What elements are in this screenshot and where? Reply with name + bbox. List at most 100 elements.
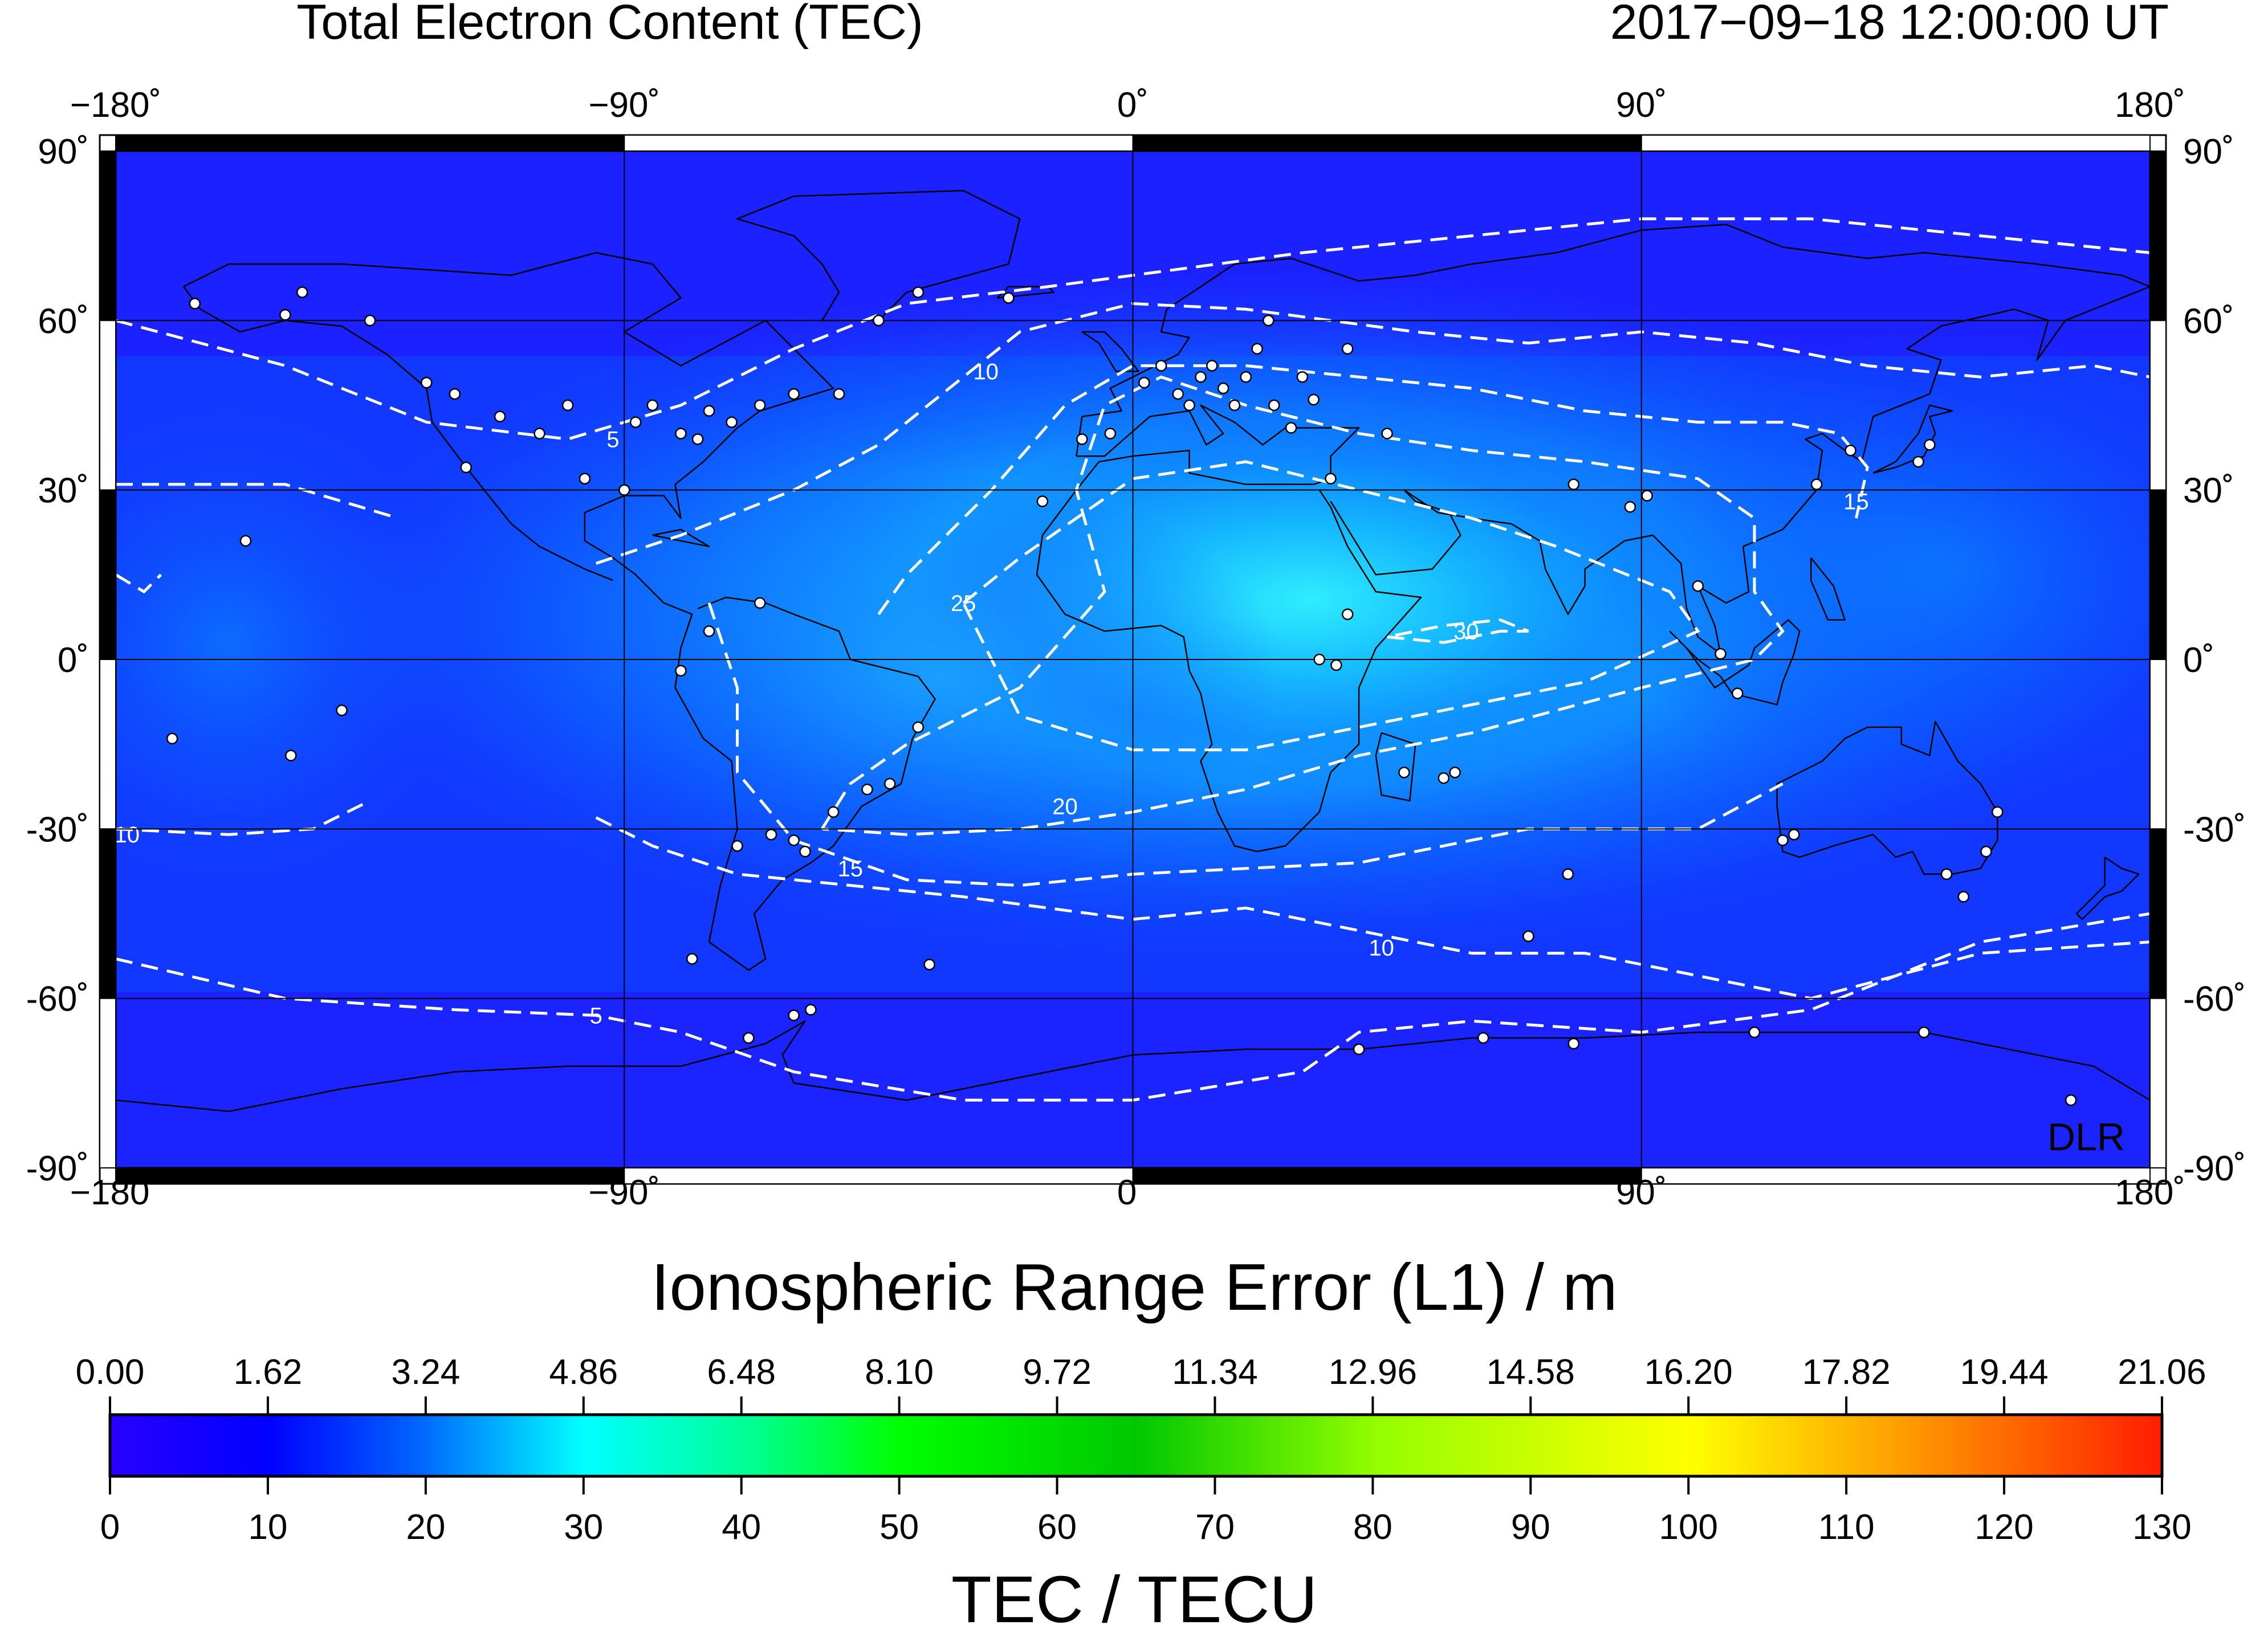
lat-tick-label-left: -60˚	[26, 980, 89, 1019]
frame-segment-left	[99, 320, 116, 491]
station-point	[726, 416, 738, 428]
tec-map: 5 5 10 10 10 15 15 20 25 30 DLR	[116, 151, 2150, 1168]
station-point	[1477, 1032, 1489, 1044]
station-point	[1263, 315, 1275, 327]
station-point	[1624, 501, 1636, 513]
map-frame	[99, 134, 2167, 1185]
station-point	[1308, 393, 1320, 406]
station-point	[912, 721, 925, 734]
station-point	[618, 484, 630, 496]
station-point	[1268, 399, 1280, 412]
colorbar-top-label: 19.44	[1960, 1353, 2048, 1392]
station-point	[1313, 653, 1325, 666]
station-point	[827, 806, 840, 818]
station-point	[1285, 422, 1297, 434]
lat-tick-label-left: 60˚	[38, 302, 89, 341]
station-point	[1036, 495, 1049, 507]
contour-label: 5	[606, 427, 619, 453]
dlr-watermark: DLR	[2047, 1115, 2125, 1159]
colorbar-top-label: 8.10	[865, 1353, 934, 1392]
colorbar-ticks	[109, 1396, 2163, 1494]
colorbar-top-label: 21.06	[2118, 1353, 2206, 1392]
frame-segment-left	[99, 489, 116, 661]
station-point	[1104, 427, 1117, 439]
station-point	[1438, 772, 1450, 784]
lon-tick-label-bottom: 180˚	[2115, 1173, 2185, 1212]
lon-tick-label-top: 0˚	[1117, 85, 1149, 125]
station-point	[189, 298, 201, 309]
station-point	[788, 1009, 800, 1021]
station-point	[239, 535, 252, 547]
colorbar-title-range-error: Ionospheric Range Error (L1) / m	[651, 1250, 1618, 1324]
station-point	[1206, 360, 1218, 372]
frame-segment-right	[2149, 320, 2167, 491]
station-point	[336, 704, 348, 716]
frame-segment-left	[99, 997, 116, 1168]
station-point	[1076, 433, 1088, 445]
lat-tick-label-right: -90˚	[2183, 1149, 2246, 1188]
station-point	[1567, 478, 1580, 491]
colorbar-bottom-label: 110	[1818, 1508, 1875, 1547]
colorbar-bottom-label: 90	[1511, 1508, 1550, 1547]
station-point	[1155, 360, 1167, 372]
station-point	[1449, 766, 1461, 779]
contour-line	[116, 573, 162, 594]
lat-tick-label-left: 0˚	[58, 641, 89, 680]
figure-title: Total Electron Content (TEC)	[296, 0, 923, 50]
station-point	[1381, 427, 1393, 439]
station-point	[1924, 439, 1936, 451]
station-point	[1715, 647, 1727, 660]
station-point	[1172, 388, 1184, 400]
frame-segment-bottom	[1640, 1167, 2151, 1184]
station-point	[788, 388, 800, 400]
contour-line	[116, 483, 399, 520]
lon-tick-label-bottom: −90˚	[588, 1173, 660, 1212]
station-point	[1980, 845, 1992, 858]
station-point	[675, 427, 687, 439]
colorbar-bottom-label: 120	[1974, 1508, 2033, 1547]
station-point	[754, 399, 766, 412]
contour-label: 15	[1843, 490, 1869, 515]
lat-tick-label-right: 30˚	[2183, 471, 2234, 511]
frame-segment-bottom	[1132, 1167, 1642, 1184]
colorbar-bottom-tick-labels: 0 10 20 30 40 50 60 70 80 90 100 110 120 130	[100, 1508, 2192, 1547]
station-point	[1777, 834, 1789, 846]
station-point	[1844, 445, 1856, 457]
lon-tick-label-bottom: −180˚	[70, 1173, 161, 1212]
frame-segment-right	[2149, 150, 2167, 321]
colorbar-bottom-label: 10	[248, 1508, 287, 1547]
colorbar-bottom-label: 70	[1195, 1508, 1235, 1547]
contour-label: 25	[951, 591, 976, 616]
axis-tick-labels: −180˚ −180˚ −90˚ −90˚ 0˚ 0˚ 90˚ 90˚ 180˚ 180˚ 90˚ 9…	[26, 85, 2246, 1212]
contour-label: 30	[1453, 619, 1479, 644]
station-point	[686, 953, 698, 965]
colorbar-bottom-label: 80	[1353, 1508, 1392, 1547]
station-point	[691, 433, 704, 445]
station-point	[861, 783, 873, 796]
station-point	[1217, 382, 1229, 394]
frame-segment-right	[2149, 659, 2167, 830]
frame-segment-top	[624, 135, 1134, 152]
station-point	[1398, 766, 1410, 779]
lon-tick-label-top: 180˚	[2115, 85, 2185, 125]
contour-line	[116, 217, 2150, 441]
station-point	[1138, 377, 1150, 389]
station-point	[1240, 371, 1252, 383]
station-point	[1788, 828, 1800, 841]
station-point	[1692, 580, 1704, 592]
station-point	[166, 732, 178, 745]
station-point	[833, 388, 845, 400]
station-point	[1341, 608, 1354, 620]
station-point	[1195, 371, 1207, 383]
station-point	[646, 399, 659, 412]
contour-label: 15	[838, 857, 864, 882]
colorbar-bottom-label: 0	[100, 1508, 120, 1547]
colorbar-bottom-label: 50	[879, 1508, 919, 1547]
colorbar-top-label: 1.62	[234, 1353, 303, 1392]
lon-tick-label-bottom: 0˚	[1117, 1173, 1149, 1212]
colorbar-top-label: 14.58	[1487, 1353, 1575, 1392]
lon-tick-label-top: −180˚	[70, 85, 161, 125]
contour-line	[1387, 618, 1529, 644]
contour-label: 10	[1369, 936, 1394, 961]
colorbar-top-label: 11.34	[1172, 1353, 1258, 1392]
